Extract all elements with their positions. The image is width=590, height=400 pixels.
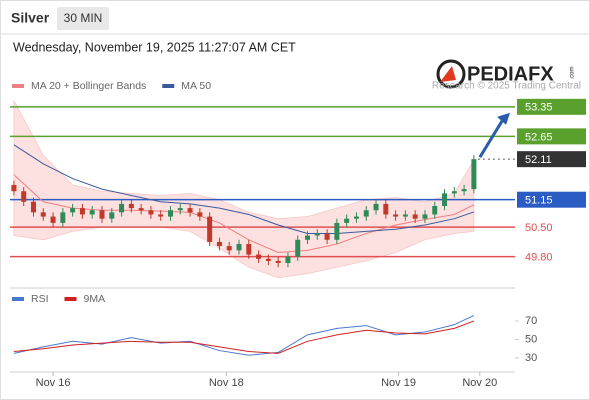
candle-body [412,214,418,219]
legend-label: MA 50 [181,80,211,92]
candle-body [393,214,399,217]
legend-label: RSI [31,293,49,305]
candle-body [295,239,301,257]
datetime: Wednesday, November 19, 2025 11:27:07 AM… [13,40,296,54]
candle-body [314,233,320,236]
candle-body [99,210,105,219]
legend-label: 9MA [84,293,106,305]
indicator-line [13,314,475,356]
logo-flame [440,66,456,82]
candle-body [168,210,174,217]
instrument-title: Silver [11,10,50,26]
logo: PEDIAFX .com [436,59,576,89]
ma-line [13,144,475,234]
timeframe: 30 MIN [64,11,103,25]
legend-swatch [64,297,77,301]
logo-suffix: .com [570,66,576,79]
x-tick-label: Nov 18 [209,377,244,389]
timeframe-box [57,7,109,30]
y-tick-label: 50 [525,333,537,345]
candle-body [285,256,291,264]
candle-body [334,222,340,240]
candle-body [344,218,350,223]
candle-body [451,191,457,194]
level-label: 52.65 [525,131,553,143]
candle-body [216,241,222,247]
candle-body [30,201,36,213]
x-tick-label: Nov 20 [462,377,497,389]
candle-body [21,191,27,202]
level-label: 53.35 [525,102,553,114]
candle-body [197,212,203,217]
candle-body [207,216,213,242]
target-arrowhead [497,112,510,125]
target-arrow [478,117,506,158]
candle-body [109,212,115,219]
candle-body [373,203,379,211]
level-box [517,191,586,208]
candle-body [40,212,46,217]
indicator-line [13,320,475,354]
level-label: 52.11 [525,154,552,166]
candle-body [324,233,330,240]
watermark: Research © 2025 Trading Central [432,81,581,92]
candle-body [187,208,193,213]
x-tick-label: Nov 16 [36,377,71,389]
level-label: 51.15 [525,195,553,207]
candle-body [236,244,242,251]
logo-text: PEDIAFX [467,63,554,85]
candle-body [11,184,17,192]
legend-label: MA 20 + Bollinger Bands [31,80,146,92]
candle-body [226,246,232,251]
legend-swatch [162,84,175,88]
legend-swatch [12,84,24,88]
level-box [517,128,586,145]
candle-body [383,203,389,215]
candle-body [471,159,477,190]
candle-body [353,216,359,219]
candle-body [158,214,164,217]
candle-body [246,244,252,255]
candle-body [256,254,262,259]
candle-body [148,210,154,215]
candle-body [422,214,428,219]
candle-body [60,212,66,223]
candle-body [402,214,408,217]
candle-body [363,210,369,217]
candle-body [119,203,125,213]
candle-body [128,203,134,209]
level-box [517,151,586,168]
candle-body [50,216,56,223]
legend-swatch [12,297,24,301]
level-box [517,98,586,115]
candle-body [305,235,311,240]
candle-body [138,208,144,211]
candle-body [177,208,183,211]
candle-body [275,260,281,264]
candle-body [265,258,271,261]
candle-body [89,210,95,215]
level-label: 50.50 [525,222,553,234]
candle-body [432,206,438,215]
x-tick-label: Nov 19 [381,377,416,389]
level-label: 49.80 [525,252,553,264]
y-tick-label: 70 [525,315,537,327]
candle-body [442,193,448,207]
candle-body [79,208,85,215]
y-tick-label: 30 [525,352,537,364]
plot: MA 20 + Bollinger Bands MA 50 53.35 52.65 52… [10,80,586,389]
candle-body [70,208,76,213]
candle-body [461,189,467,192]
